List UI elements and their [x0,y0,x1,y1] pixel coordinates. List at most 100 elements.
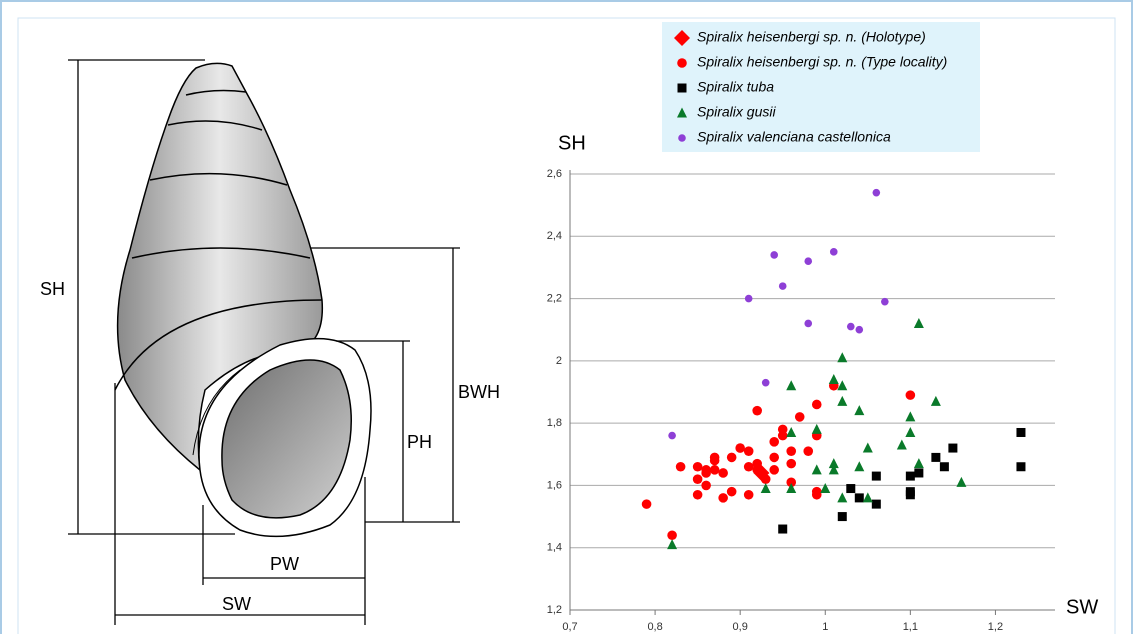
point [786,446,797,456]
dimension-label: BWH [458,382,500,402]
x-tick-label: 1 [822,621,828,633]
x-tick-label: 1,2 [988,621,1003,633]
point [760,483,771,494]
point [752,465,762,475]
point [786,458,797,469]
point [939,462,949,472]
y-tick-label: 1,6 [547,479,562,491]
legend-label: Spiralix heisenbergi sp. n. (Holotype) [697,29,926,45]
point [871,499,881,509]
point [905,411,916,422]
point [862,492,873,503]
point [769,465,780,475]
point [931,452,941,462]
dimension-lines [68,59,460,625]
point [828,458,839,469]
point [752,405,762,416]
point [862,442,873,453]
y-tick-label: 2,4 [547,230,562,242]
point [701,480,711,491]
point [668,431,676,440]
point [744,294,753,303]
point [871,471,881,481]
dimension-label: SW [222,594,251,614]
point [770,251,779,259]
point [820,483,831,494]
point [667,530,677,541]
point [811,486,822,497]
legend-label: Spiralix heisenbergi sp. n. (Type locali… [697,54,947,70]
legend-box [662,22,980,152]
point [896,439,907,450]
point [701,465,711,475]
point [905,471,915,481]
point [956,476,967,487]
x-axis-label: SW [1066,596,1098,618]
point [837,512,847,522]
point [855,325,864,334]
point [829,248,838,256]
point [837,492,848,503]
point [786,483,797,494]
y-tick-label: 2,6 [547,168,562,180]
point [726,486,737,497]
point [905,487,915,497]
point [692,461,703,472]
point [846,322,855,331]
point [905,390,916,400]
y-axis-label: SH [558,132,586,154]
legend-label: Spiralix gusii [697,104,776,120]
point [761,378,770,387]
point [854,405,865,416]
legend-marker [678,134,686,142]
x-tick-label: 0,9 [733,621,748,633]
point [1016,427,1026,437]
dimension-label: PH [407,432,432,452]
point [905,426,916,437]
point [803,446,814,456]
point [1016,462,1026,472]
point [760,474,771,485]
point [667,539,678,550]
y-tick-label: 1,4 [547,542,562,554]
point [930,395,941,406]
point [778,282,787,290]
point [778,524,788,534]
point [794,412,805,422]
point [811,399,822,410]
point [777,424,788,435]
legend-marker [677,107,687,118]
point [709,465,720,475]
point [854,493,864,503]
legend-label: Spiralix valenciana castellonica [697,129,891,145]
legend-marker [677,83,687,93]
point [881,297,889,306]
legend-label: Spiralix tuba [697,79,774,95]
point [735,443,745,453]
point [769,452,780,463]
x-tick-label: 0,8 [647,621,662,633]
legend-marker [677,58,687,68]
point [854,461,865,472]
point [675,461,686,472]
dimension-label: SH [40,279,65,299]
point [718,468,728,478]
point [837,380,848,391]
y-tick-label: 2,2 [547,292,562,304]
point [743,461,754,472]
shell-drawing [114,62,372,538]
point [804,319,813,328]
point [743,489,754,500]
point [726,452,737,463]
point [786,426,797,437]
legend-marker [674,30,690,46]
point [828,464,839,475]
x-tick-label: 0,7 [562,621,577,633]
y-tick-label: 1,2 [547,604,562,616]
point [743,446,754,456]
point [837,395,848,406]
point [641,499,652,509]
point [872,188,881,197]
y-tick-label: 2 [556,355,562,367]
